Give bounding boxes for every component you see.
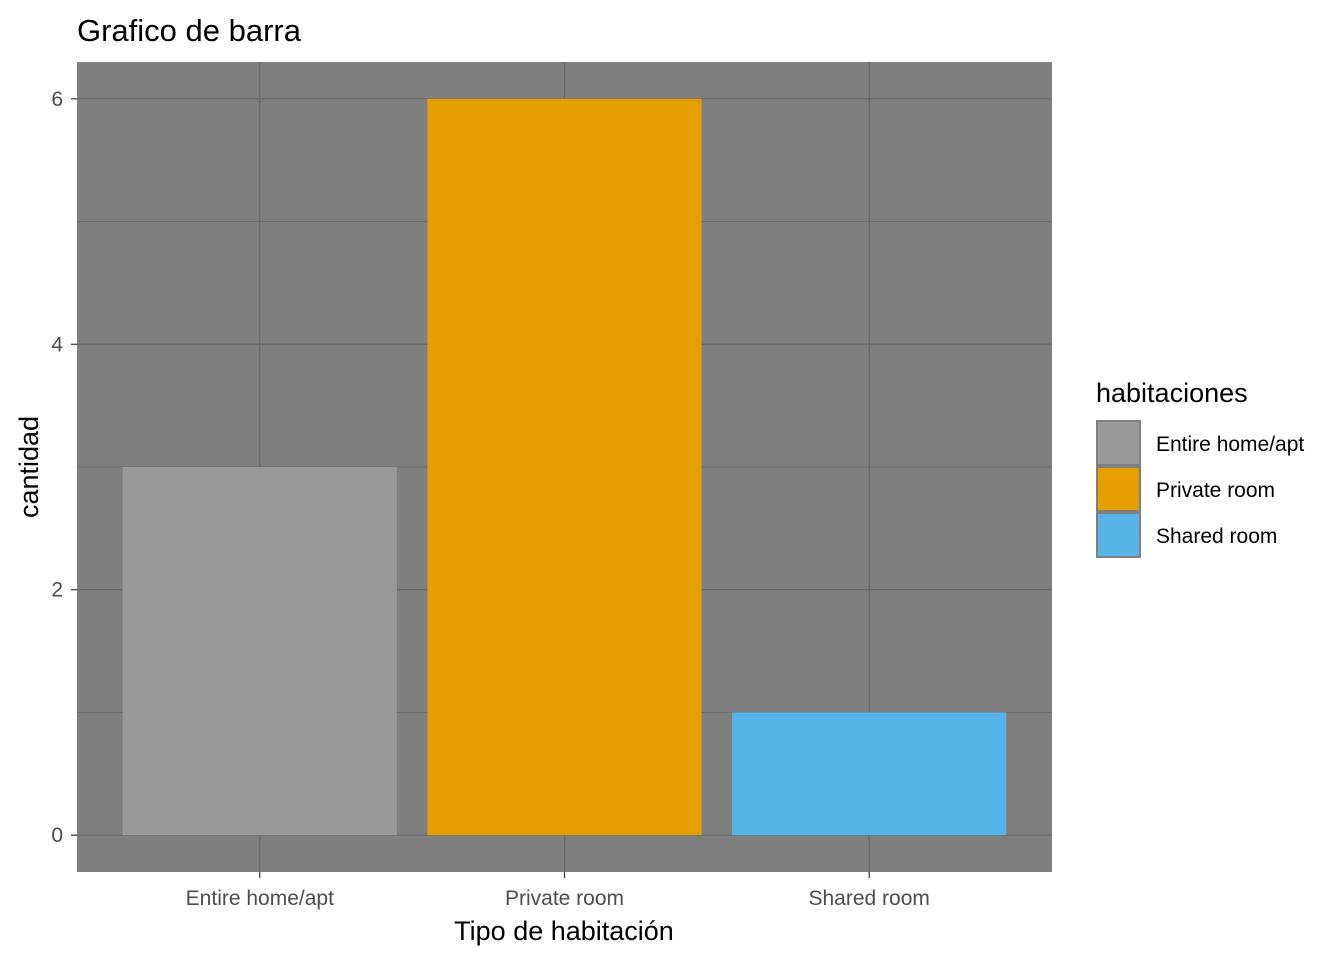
- x-tick-label: Entire home/apt: [186, 887, 334, 910]
- x-axis-title: Tipo de habitación: [454, 916, 674, 946]
- y-tick-label: 0: [51, 824, 63, 847]
- y-axis: 0 2 4 6: [51, 88, 77, 847]
- x-tick-label: Private room: [505, 887, 624, 910]
- y-tick-label: 4: [51, 333, 63, 356]
- bar: [427, 98, 702, 836]
- legend-swatch: [1098, 422, 1139, 464]
- chart-title: Grafico de barra: [77, 13, 302, 48]
- x-axis: Entire home/apt Private room Shared room: [186, 872, 930, 910]
- bar: [732, 712, 1007, 836]
- legend-label: Private room: [1156, 479, 1275, 502]
- bar: [122, 467, 397, 836]
- legend-title: habitaciones: [1096, 378, 1248, 408]
- legend: habitaciones Entire home/apt Private room…: [1096, 378, 1304, 558]
- legend-label: Entire home/apt: [1156, 433, 1304, 456]
- y-tick-label: 6: [51, 88, 63, 111]
- legend-label: Shared room: [1156, 525, 1277, 548]
- legend-swatch: [1098, 468, 1139, 510]
- bars: [122, 98, 1007, 836]
- legend-items: Entire home/apt Private room Shared room: [1096, 420, 1304, 558]
- legend-swatch: [1098, 514, 1139, 556]
- x-tick-label: Shared room: [808, 887, 929, 910]
- y-axis-title: cantidad: [14, 416, 44, 518]
- y-tick-label: 2: [51, 579, 63, 602]
